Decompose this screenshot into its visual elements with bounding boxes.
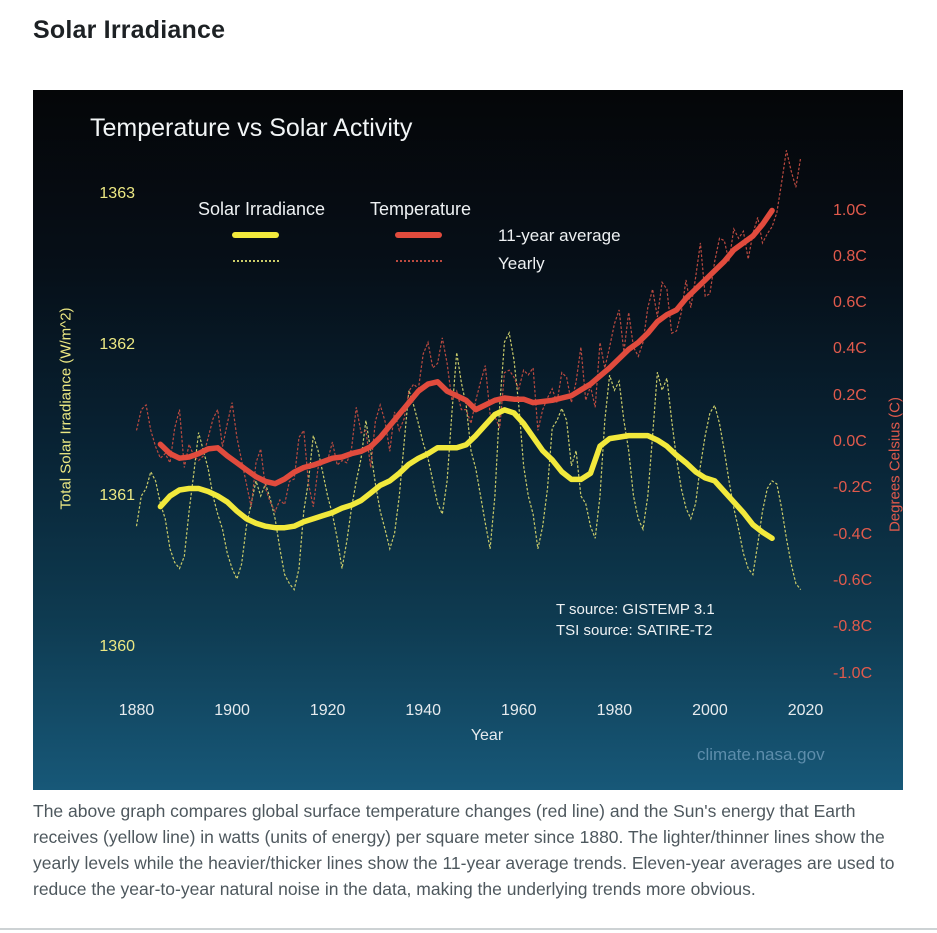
legend-yearly-label: Yearly xyxy=(498,254,545,273)
legend-temperature-label: Temperature xyxy=(370,199,472,219)
y-right-tick--1.0C: -1.0C xyxy=(833,664,873,682)
x-tick-2020: 2020 xyxy=(787,702,824,719)
climate-nasa-gov-link[interactable]: climate.nasa.gov xyxy=(697,745,825,764)
y-left-tick-1360: 1360 xyxy=(99,638,135,655)
x-axis-title: Year xyxy=(470,727,504,744)
y-right-tick--0.6C: -0.6C xyxy=(833,571,873,589)
chart-canvas xyxy=(135,150,802,591)
page-title: Solar Irradiance xyxy=(33,16,226,44)
series-solar-irradiance-yearly xyxy=(135,331,802,591)
y-left-tick-1363: 1363 xyxy=(99,185,135,202)
y-axis-right-title: Degrees Celsius (C) xyxy=(886,396,904,533)
series-solar-irradiance-11-year-average xyxy=(157,407,775,542)
chart-panel: Temperature vs Solar Activity Solar Irra… xyxy=(33,90,904,790)
x-tick-1960: 1960 xyxy=(500,702,537,719)
legend-11yr-label: 11-year average xyxy=(498,226,621,245)
x-tick-2000: 2000 xyxy=(692,702,728,719)
chart-title: Temperature vs Solar Activity xyxy=(90,114,413,142)
legend-solar-thin-swatch xyxy=(233,260,279,262)
legend-temp-thin-swatch xyxy=(396,260,442,262)
legend-temp-thick-swatch xyxy=(395,232,442,238)
x-tick-1940: 1940 xyxy=(405,702,441,719)
x-tick-1900: 1900 xyxy=(214,702,250,719)
series-temperature-11-year-average xyxy=(157,207,775,487)
series-temperature-yearly xyxy=(135,150,802,513)
legend-solar-thick-swatch xyxy=(232,232,279,238)
source-note-tsi: TSI source: SATIRE-T2 xyxy=(556,622,713,639)
y-right-tick-0.6C: 0.6C xyxy=(833,294,867,312)
y-right-tick-0.2C: 0.2C xyxy=(833,386,867,404)
y-right-tick--0.8C: -0.8C xyxy=(833,618,873,636)
figure-caption: The above graph compares global surface … xyxy=(33,801,895,899)
legend-solar-irradiance-label: Solar Irradiance xyxy=(198,199,326,219)
y-right-tick-0.4C: 0.4C xyxy=(833,340,867,358)
y-right-tick-1.0C: 1.0C xyxy=(833,201,867,219)
source-note-temperature: T source: GISTEMP 3.1 xyxy=(556,601,715,618)
y-right-tick--0.2C: -0.2C xyxy=(833,479,873,497)
x-tick-1980: 1980 xyxy=(596,702,633,719)
y-left-tick-1362: 1362 xyxy=(99,336,135,353)
y-right-tick--0.4C: -0.4C xyxy=(833,525,873,543)
y-left-tick-1361: 1361 xyxy=(99,487,135,504)
bottom-divider xyxy=(0,928,937,930)
x-tick-1920: 1920 xyxy=(309,702,346,719)
y-right-tick-0.0C: 0.0C xyxy=(833,433,867,450)
x-tick-1880: 1880 xyxy=(118,702,155,719)
y-right-tick-0.8C: 0.8C xyxy=(833,247,867,265)
